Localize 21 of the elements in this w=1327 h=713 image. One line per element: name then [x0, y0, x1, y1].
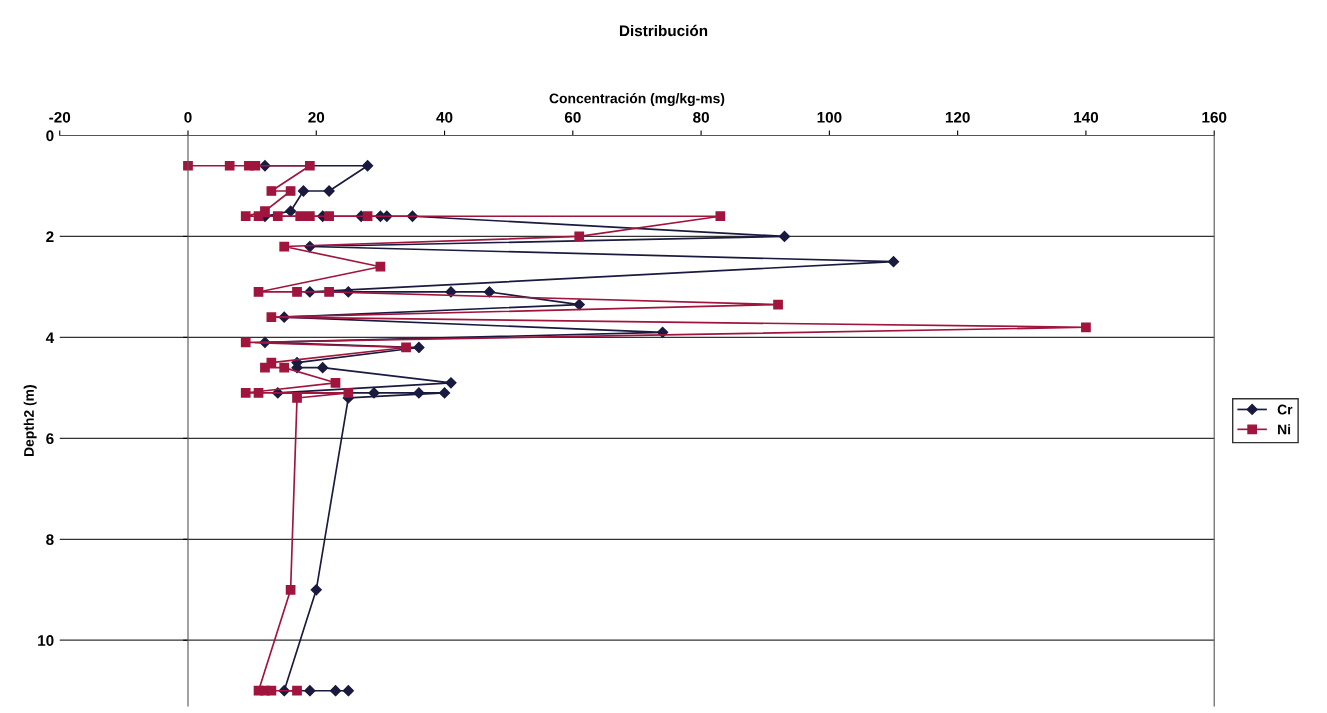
- x-tick-label: 140: [1074, 111, 1099, 123]
- x-axis-title: Concentración (mg/kg-ms): [549, 92, 725, 107]
- legend-label: Ni: [1278, 424, 1291, 435]
- y-tick-label: 6: [46, 433, 54, 445]
- y-tick-label: 10: [38, 635, 54, 646]
- x-tick-label: 160: [1202, 111, 1227, 123]
- y-axis-title: Depth2 (m): [23, 385, 37, 456]
- x-tick-label: 60: [564, 111, 581, 123]
- legend-label: Cr: [1277, 404, 1293, 415]
- x-tick-label: 120: [945, 111, 970, 123]
- y-tick-label: 4: [45, 332, 55, 343]
- y-tick-label: 0: [46, 130, 54, 142]
- x-tick-label: 0: [184, 111, 192, 123]
- y-tick-label: 8: [46, 534, 54, 545]
- y-tick-label: 2: [46, 231, 54, 242]
- x-tick-label: 80: [693, 111, 709, 123]
- x-tick-label: 40: [436, 111, 453, 123]
- chart-title: Distribución: [619, 24, 708, 37]
- x-tick-label: 100: [817, 111, 842, 123]
- x-tick-label: 20: [308, 111, 325, 123]
- x-tick-label: -20: [49, 111, 71, 123]
